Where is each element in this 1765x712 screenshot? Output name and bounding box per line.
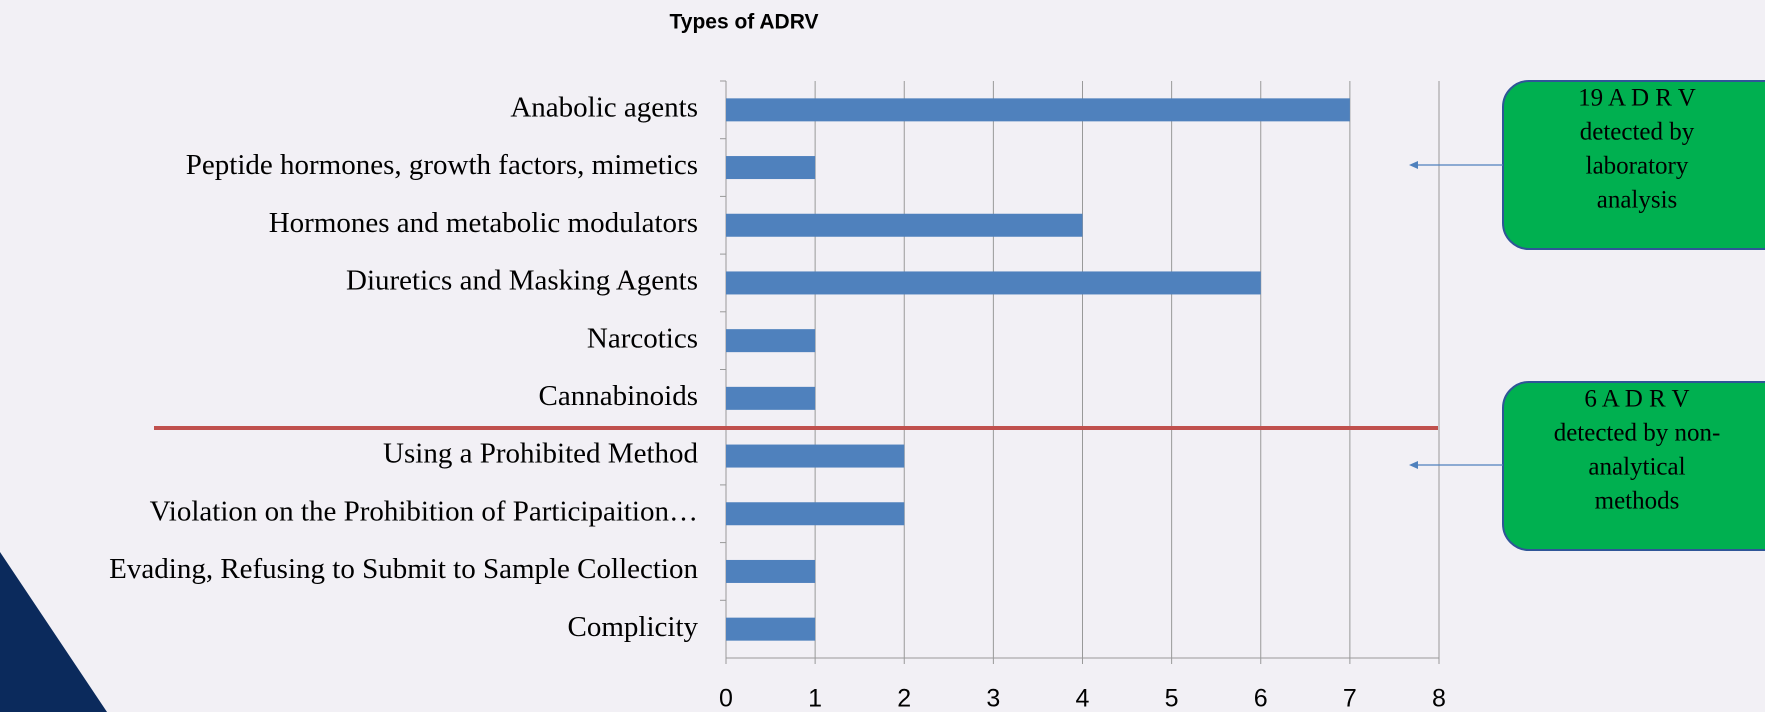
annotation-text: analysis: [1597, 187, 1678, 214]
x-tick-label: 0: [719, 685, 733, 712]
y-tick-label: Diuretics and Masking Agents: [346, 265, 698, 297]
annotation-text: detected by: [1580, 119, 1695, 146]
annotation-text: methods: [1595, 488, 1680, 515]
y-tick-label: Hormones and metabolic modulators: [269, 207, 698, 239]
x-tick-label: 5: [1165, 685, 1179, 712]
bar: [726, 213, 1083, 237]
bar: [726, 502, 905, 526]
x-tick-label: 1: [808, 685, 822, 712]
x-tick-label: 8: [1432, 685, 1446, 712]
corner-decoration: [0, 552, 107, 712]
annotation-box: [1502, 381, 1765, 551]
annotation-text: 6 A D R V: [1584, 386, 1689, 413]
bar: [726, 559, 816, 583]
arrow-head: [1409, 461, 1418, 469]
x-tick-label: 7: [1343, 685, 1357, 712]
bar: [726, 271, 1261, 295]
bar: [726, 156, 816, 180]
bar: [726, 386, 816, 410]
annotation-text: 19 A D R V: [1578, 85, 1696, 112]
annotation-text: detected by non-: [1554, 420, 1721, 447]
y-tick-label: Peptide hormones, growth factors, mimeti…: [186, 149, 698, 181]
x-tick-label: 3: [986, 685, 1000, 712]
y-tick-label: Anabolic agents: [510, 92, 698, 124]
y-tick-label: Narcotics: [587, 322, 698, 354]
arrow-head: [1409, 161, 1418, 169]
bar: [726, 329, 816, 353]
y-tick-label: Complicity: [568, 611, 699, 643]
annotation-text: analytical: [1588, 454, 1685, 481]
x-tick-label: 2: [897, 685, 911, 712]
y-tick-label: Cannabinoids: [539, 380, 699, 412]
bar: [726, 617, 816, 641]
bar: [726, 444, 905, 468]
x-tick-label: 6: [1254, 685, 1268, 712]
y-tick-label: Using a Prohibited Method: [383, 438, 698, 470]
y-tick-label: Violation on the Prohibition of Particip…: [150, 495, 698, 527]
bar: [726, 98, 1350, 122]
x-tick-label: 4: [1076, 685, 1090, 712]
chart-title: Types of ADRV: [670, 11, 819, 34]
y-tick-label: Evading, Refusing to Submit to Sample Co…: [109, 553, 698, 585]
annotation-text: laboratory: [1586, 153, 1689, 180]
